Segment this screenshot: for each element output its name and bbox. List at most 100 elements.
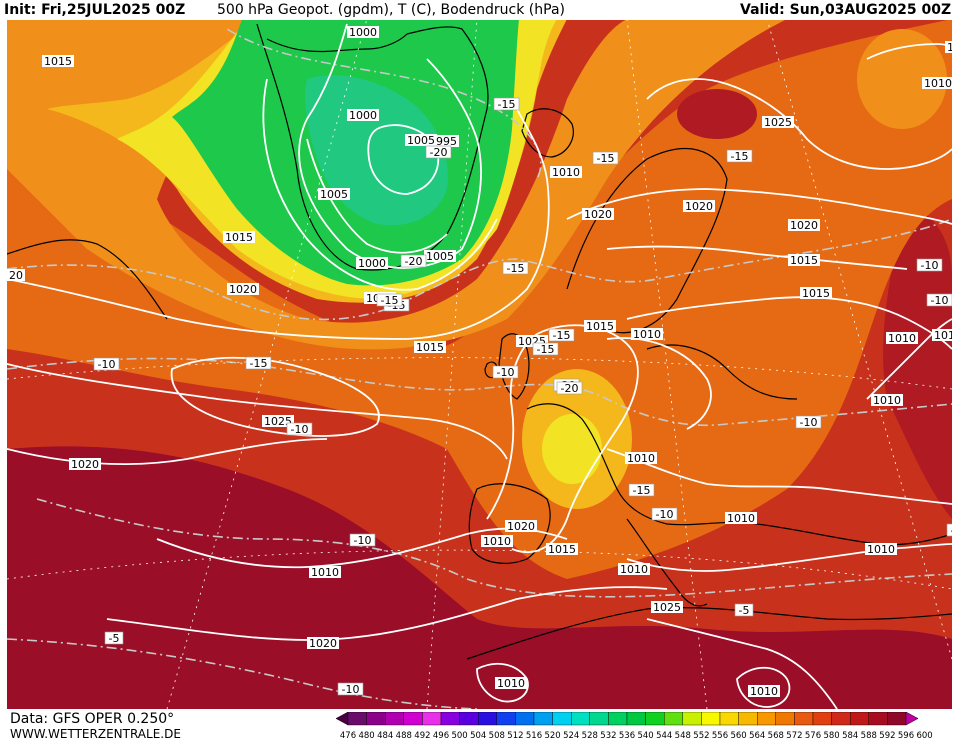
isobar-label-text: 1005 (947, 41, 952, 54)
isobar-line (646, 618, 838, 709)
colorbar-left-arrow (336, 712, 349, 726)
isobar-label: 1005 (945, 41, 952, 54)
isobar-label: 1015 (584, 320, 616, 333)
isobar-label-text: 1010 (633, 328, 661, 341)
isobar-label: 1000 (347, 109, 379, 122)
isobar-label-text: 1020 (685, 200, 713, 213)
colorbar-tick-label: 572 (786, 731, 802, 740)
isobar-label-text: 20 (9, 269, 23, 282)
colorbar-tick-label: 592 (879, 731, 895, 740)
isobar-label: 1000 (356, 257, 388, 270)
isobar-line (262, 78, 498, 291)
labrador-coast (7, 239, 168, 320)
isotherm-label-text: -15 (381, 294, 399, 307)
colorbar-swatch (496, 712, 516, 726)
isotherm-label: -15 (502, 261, 529, 275)
isotherm-label-text: -10 (497, 366, 515, 379)
data-source-label: Data: GFS OPER 0.250° (10, 711, 175, 727)
isobar-label: 1005 (424, 250, 456, 263)
isobar-label: 1010 (886, 332, 918, 345)
isotherm-label-text: -15 (507, 262, 525, 275)
isotherm-label: -10 (337, 682, 364, 696)
isotherm-label-text: -15 (731, 150, 749, 163)
colorbar-swatch (757, 712, 777, 726)
isotherm-label-text: -10 (656, 508, 674, 521)
north-africa-coast (466, 607, 952, 660)
isotherm-label-text: -20 (430, 146, 448, 159)
colorbar-tick-label: 520 (544, 731, 560, 740)
isobar-label: 1025 (762, 116, 794, 129)
colorbar-swatch (422, 712, 442, 726)
isotherm-label: -20 (556, 381, 583, 395)
isobar-label-text: 1020 (71, 458, 99, 471)
colorbar-swatch (701, 712, 721, 726)
isotherm-label: -15 (628, 483, 655, 497)
colorbar-swatch (719, 712, 739, 726)
isotherm-label: -15 (592, 151, 619, 165)
isotherm-label-text: -5 (951, 524, 952, 537)
isobar-line (606, 245, 908, 270)
colorbar-tick-label: 540 (637, 731, 653, 740)
color-scale-bar: 476 480 484 488 492 496 500 504 508 512 516 520 524 5… (336, 712, 933, 740)
greenland-coast (256, 23, 489, 271)
map-header: Init: Fri,25JUL2025 00Z 500 hPa Geopot. … (0, 0, 959, 20)
colorbar-swatch (533, 712, 553, 726)
isotherm-label-text: -15 (597, 152, 615, 165)
isobar-label: 1015 (546, 543, 578, 556)
isotherm-label: -5 (946, 523, 952, 537)
colorbar-tick-label: 556 (712, 731, 728, 740)
isotherm-label-text: -10 (921, 259, 939, 272)
isobar-label-text: 1010 (311, 566, 339, 579)
isobar-label-text: 1010 (497, 677, 525, 690)
scandinavia-coast (566, 148, 728, 334)
isobar-label: 1020 (227, 283, 259, 296)
isobar-label-text: 1010 (934, 329, 952, 342)
isotherm-label: -10 (349, 533, 376, 547)
isobar-line (367, 124, 440, 195)
colorbar-tick-label: 500 (451, 731, 467, 740)
isobar-label-text: 1025 (764, 116, 792, 129)
isobar-label-text: 1005 (407, 134, 435, 147)
isotherm-label: -15 (376, 293, 403, 307)
grid-line (7, 357, 952, 390)
isobar-label-text: 1015 (802, 287, 830, 300)
isobar-line (626, 543, 952, 572)
isotherm-label-text: -5 (109, 632, 120, 645)
isobar-label-text: 995 (436, 135, 457, 148)
isotherm-label: -10 (916, 258, 943, 272)
isobar-label-text: 1015 (790, 254, 818, 267)
isobar-line (106, 586, 668, 641)
colorbar-swatch (570, 712, 590, 726)
isobar-label: 1025 (262, 415, 294, 428)
isobar-label-text: 1015 (548, 543, 576, 556)
colorbar-tick-label: 524 (563, 731, 579, 740)
isobar-label-text: 1025 (653, 601, 681, 614)
cold-field-teal (305, 75, 448, 226)
isobar-line (7, 108, 550, 340)
isobar-label: 1010 (922, 77, 952, 90)
colorbar-swatch (385, 712, 405, 726)
italy-coast (626, 518, 708, 607)
colorbar-swatch (347, 712, 367, 726)
isotherm-label: -10 (926, 293, 952, 307)
isobar-label-text: 1025 (264, 415, 292, 428)
isobar-label: 995 (434, 135, 459, 148)
isotherm-label-text: -10 (931, 294, 949, 307)
isobar-label: 1010 (625, 452, 657, 465)
colorbar-swatch (477, 712, 497, 726)
colorbar-tick-label: 480 (358, 731, 374, 740)
isotherm-label: -10 (492, 365, 519, 379)
isotherm-label-text: -15 (633, 484, 651, 497)
isobar-label: 1025 (651, 601, 683, 614)
isobar-line (298, 23, 482, 269)
isobar-label: 1000 (347, 26, 379, 39)
isotherm-label-text: -15 (498, 98, 516, 111)
isotherm-label-text: -15 (537, 343, 555, 356)
isobar-label: 1010 (725, 512, 757, 525)
colorbar-swatch (515, 712, 535, 726)
isotherm-label-text: -20 (561, 382, 579, 395)
colorbar-tick-label: 600 (916, 731, 932, 740)
colorbar-swatch (440, 712, 460, 726)
lat-lon-grid (7, 19, 952, 709)
colorbar-tick-label: 584 (842, 731, 858, 740)
